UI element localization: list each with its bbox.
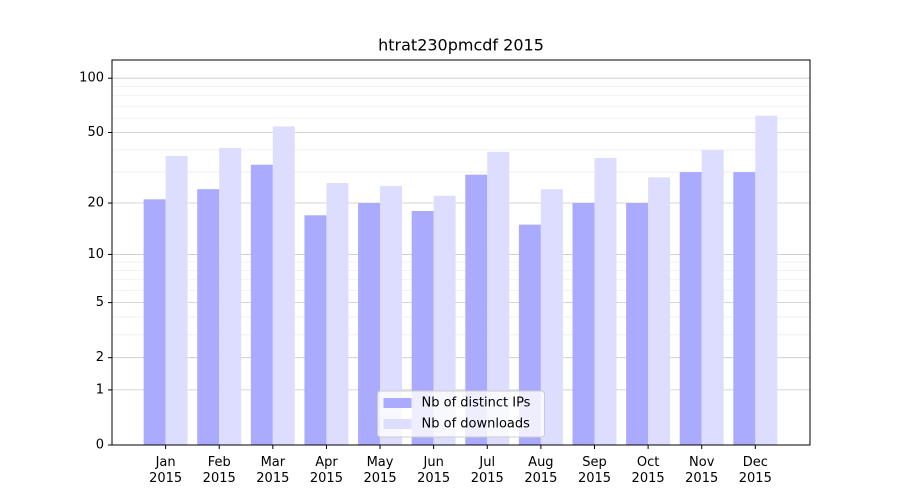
y-tick-label: 100 (79, 71, 104, 86)
bar (733, 172, 756, 445)
x-tick-label: Aug 2015 (524, 455, 557, 486)
x-tick-label: Feb 2015 (203, 455, 236, 486)
y-tick-label: 10 (87, 247, 104, 262)
x-tick-label: Jul 2015 (471, 455, 504, 486)
legend-label: Nb of distinct IPs (422, 396, 531, 411)
bar (755, 115, 778, 445)
x-tick-label: Jun 2015 (417, 455, 450, 486)
bar (679, 172, 702, 445)
bar (165, 155, 188, 445)
x-tick-label: Nov 2015 (685, 455, 718, 486)
y-tick-label: 5 (96, 295, 104, 310)
bar (572, 203, 595, 445)
bar (518, 224, 541, 445)
y-tick-label: 0 (96, 438, 104, 453)
bar (219, 147, 242, 445)
bar (465, 174, 488, 445)
bar (540, 189, 563, 445)
bar (197, 189, 220, 445)
bar (594, 158, 617, 445)
legend-swatch (383, 398, 412, 408)
x-tick-label: Jan 2015 (149, 455, 182, 486)
bar (143, 199, 166, 445)
x-tick-label: Sep 2015 (578, 455, 611, 486)
legend: Nb of distinct IPs Nb of downloads (377, 390, 545, 438)
bar (487, 151, 510, 445)
bar (626, 203, 649, 445)
bar (250, 164, 273, 445)
bar (433, 195, 456, 445)
legend-box (377, 390, 545, 438)
chart-title: htrat230pmcdf 2015 (378, 36, 544, 55)
y-tick-label: 2 (96, 350, 104, 365)
bar (326, 183, 349, 445)
x-tick-label: Oct 2015 (632, 455, 665, 486)
legend-label: Nb of downloads (422, 417, 531, 432)
y-tick-label: 20 (87, 196, 104, 211)
y-tick-label: 1 (96, 382, 104, 397)
plot-frame (111, 59, 811, 446)
bar (358, 203, 381, 445)
x-tick-label: Dec 2015 (739, 455, 772, 486)
bar (411, 210, 434, 445)
bar (380, 186, 403, 445)
bar (648, 177, 671, 445)
bar (304, 215, 327, 445)
x-tick-label: Mar 2015 (256, 455, 289, 486)
x-tick-label: May 2015 (364, 455, 397, 486)
legend-swatch (383, 419, 412, 429)
bar (272, 126, 295, 446)
y-tick-label: 50 (87, 125, 104, 140)
bar (701, 149, 724, 445)
x-tick-label: Apr 2015 (310, 455, 343, 486)
